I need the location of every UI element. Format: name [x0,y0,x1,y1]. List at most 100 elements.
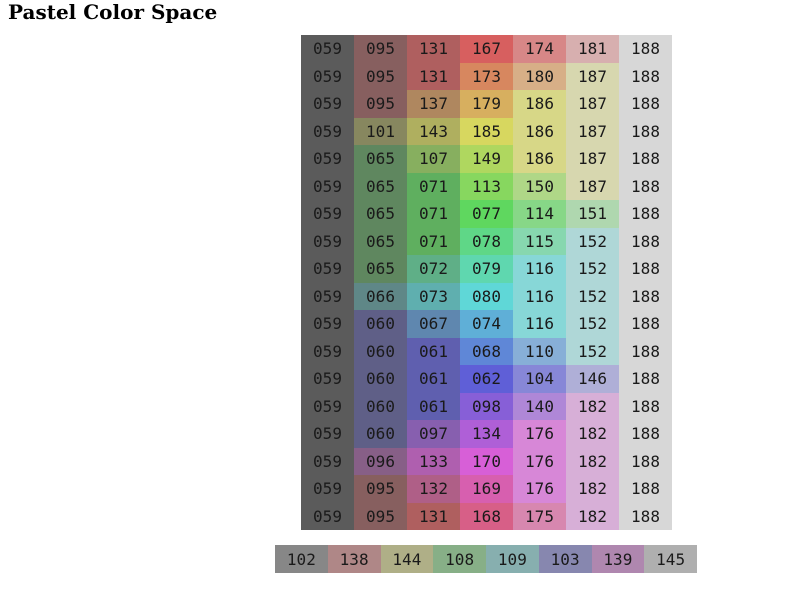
color-cell: 133 [407,447,460,475]
color-cell: 078 [460,227,513,255]
strip-cell: 103 [538,545,592,573]
strip-cell: 102 [275,545,328,573]
color-cell: 182 [566,392,619,420]
color-cell: 059 [301,145,354,173]
color-cell: 065 [354,172,407,200]
color-cell: 152 [566,227,619,255]
color-cell: 060 [354,420,407,448]
color-cell: 182 [566,475,619,503]
color-cell: 074 [460,310,513,338]
color-cell: 168 [460,502,513,530]
strip-cell: 144 [380,545,434,573]
color-cell: 060 [354,337,407,365]
color-cell: 059 [301,447,354,475]
color-cell: 152 [566,310,619,338]
color-cell: 067 [407,310,460,338]
color-cell: 185 [460,117,513,145]
color-cell: 095 [354,35,407,63]
color-cell: 116 [513,255,566,283]
color-cell: 182 [566,447,619,475]
color-cell: 095 [354,475,407,503]
color-cell: 059 [301,227,354,255]
color-cell: 059 [301,255,354,283]
color-cell: 059 [301,420,354,448]
color-cell: 152 [566,282,619,310]
color-cell: 134 [460,420,513,448]
strip-cell: 109 [486,545,539,573]
color-cell: 059 [301,502,354,530]
color-cell: 060 [354,392,407,420]
color-cell: 131 [407,35,460,63]
color-cell: 188 [619,35,672,63]
color-cell: 174 [513,35,566,63]
color-cell: 113 [460,172,513,200]
color-cell: 077 [460,200,513,228]
color-cell: 107 [407,145,460,173]
color-cell: 059 [301,35,354,63]
strip-cell: 138 [327,545,381,573]
color-cell: 095 [354,90,407,118]
strip-cell: 139 [591,545,645,573]
color-cell: 188 [619,200,672,228]
color-cell: 188 [619,337,672,365]
color-cell: 096 [354,447,407,475]
color-cell: 188 [619,392,672,420]
color-cell: 149 [460,145,513,173]
color-cell: 188 [619,117,672,145]
color-cell: 152 [566,337,619,365]
color-cell: 114 [513,200,566,228]
color-cell: 059 [301,282,354,310]
color-cell: 151 [566,200,619,228]
color-cell: 182 [566,502,619,530]
color-cell: 065 [354,255,407,283]
color-cell: 071 [407,227,460,255]
color-cell: 059 [301,310,354,338]
color-cell: 188 [619,255,672,283]
color-cell: 176 [513,447,566,475]
color-cell: 101 [354,117,407,145]
color-cell: 131 [407,502,460,530]
color-cell: 140 [513,392,566,420]
color-cell: 137 [407,90,460,118]
color-cell: 132 [407,475,460,503]
color-cell: 104 [513,365,566,393]
color-cell: 150 [513,172,566,200]
color-cell: 059 [301,172,354,200]
color-cell: 188 [619,62,672,90]
color-cell: 188 [619,475,672,503]
color-cell: 188 [619,282,672,310]
color-cell: 186 [513,145,566,173]
color-cell: 116 [513,310,566,338]
color-cell: 180 [513,62,566,90]
color-cell: 059 [301,90,354,118]
color-cell: 188 [619,90,672,118]
color-cell: 187 [566,62,619,90]
color-cell: 143 [407,117,460,145]
color-cell: 187 [566,145,619,173]
color-cell: 188 [619,365,672,393]
color-cell: 072 [407,255,460,283]
strip-cell: 108 [433,545,486,573]
color-cell: 187 [566,90,619,118]
color-strip: 102 138 144 108 109 103 139 145 [275,545,697,573]
color-cell: 131 [407,62,460,90]
color-cell: 181 [566,35,619,63]
color-cell: 175 [513,502,566,530]
color-cell: 179 [460,90,513,118]
color-cell: 188 [619,145,672,173]
color-cell: 060 [354,310,407,338]
color-cell: 173 [460,62,513,90]
color-cell: 065 [354,200,407,228]
color-cell: 116 [513,282,566,310]
color-cell: 068 [460,337,513,365]
color-cell: 176 [513,475,566,503]
color-cell: 059 [301,365,354,393]
page-title: Pastel Color Space [8,0,218,24]
color-cell: 065 [354,227,407,255]
color-cell: 182 [566,420,619,448]
color-cell: 187 [566,172,619,200]
color-cell: 062 [460,365,513,393]
color-cell: 188 [619,502,672,530]
color-cell: 066 [354,282,407,310]
color-cell: 071 [407,172,460,200]
